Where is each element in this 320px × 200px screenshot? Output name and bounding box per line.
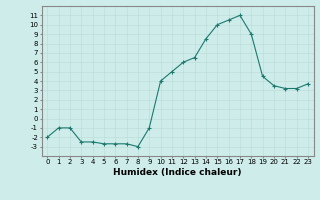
X-axis label: Humidex (Indice chaleur): Humidex (Indice chaleur) <box>113 168 242 177</box>
